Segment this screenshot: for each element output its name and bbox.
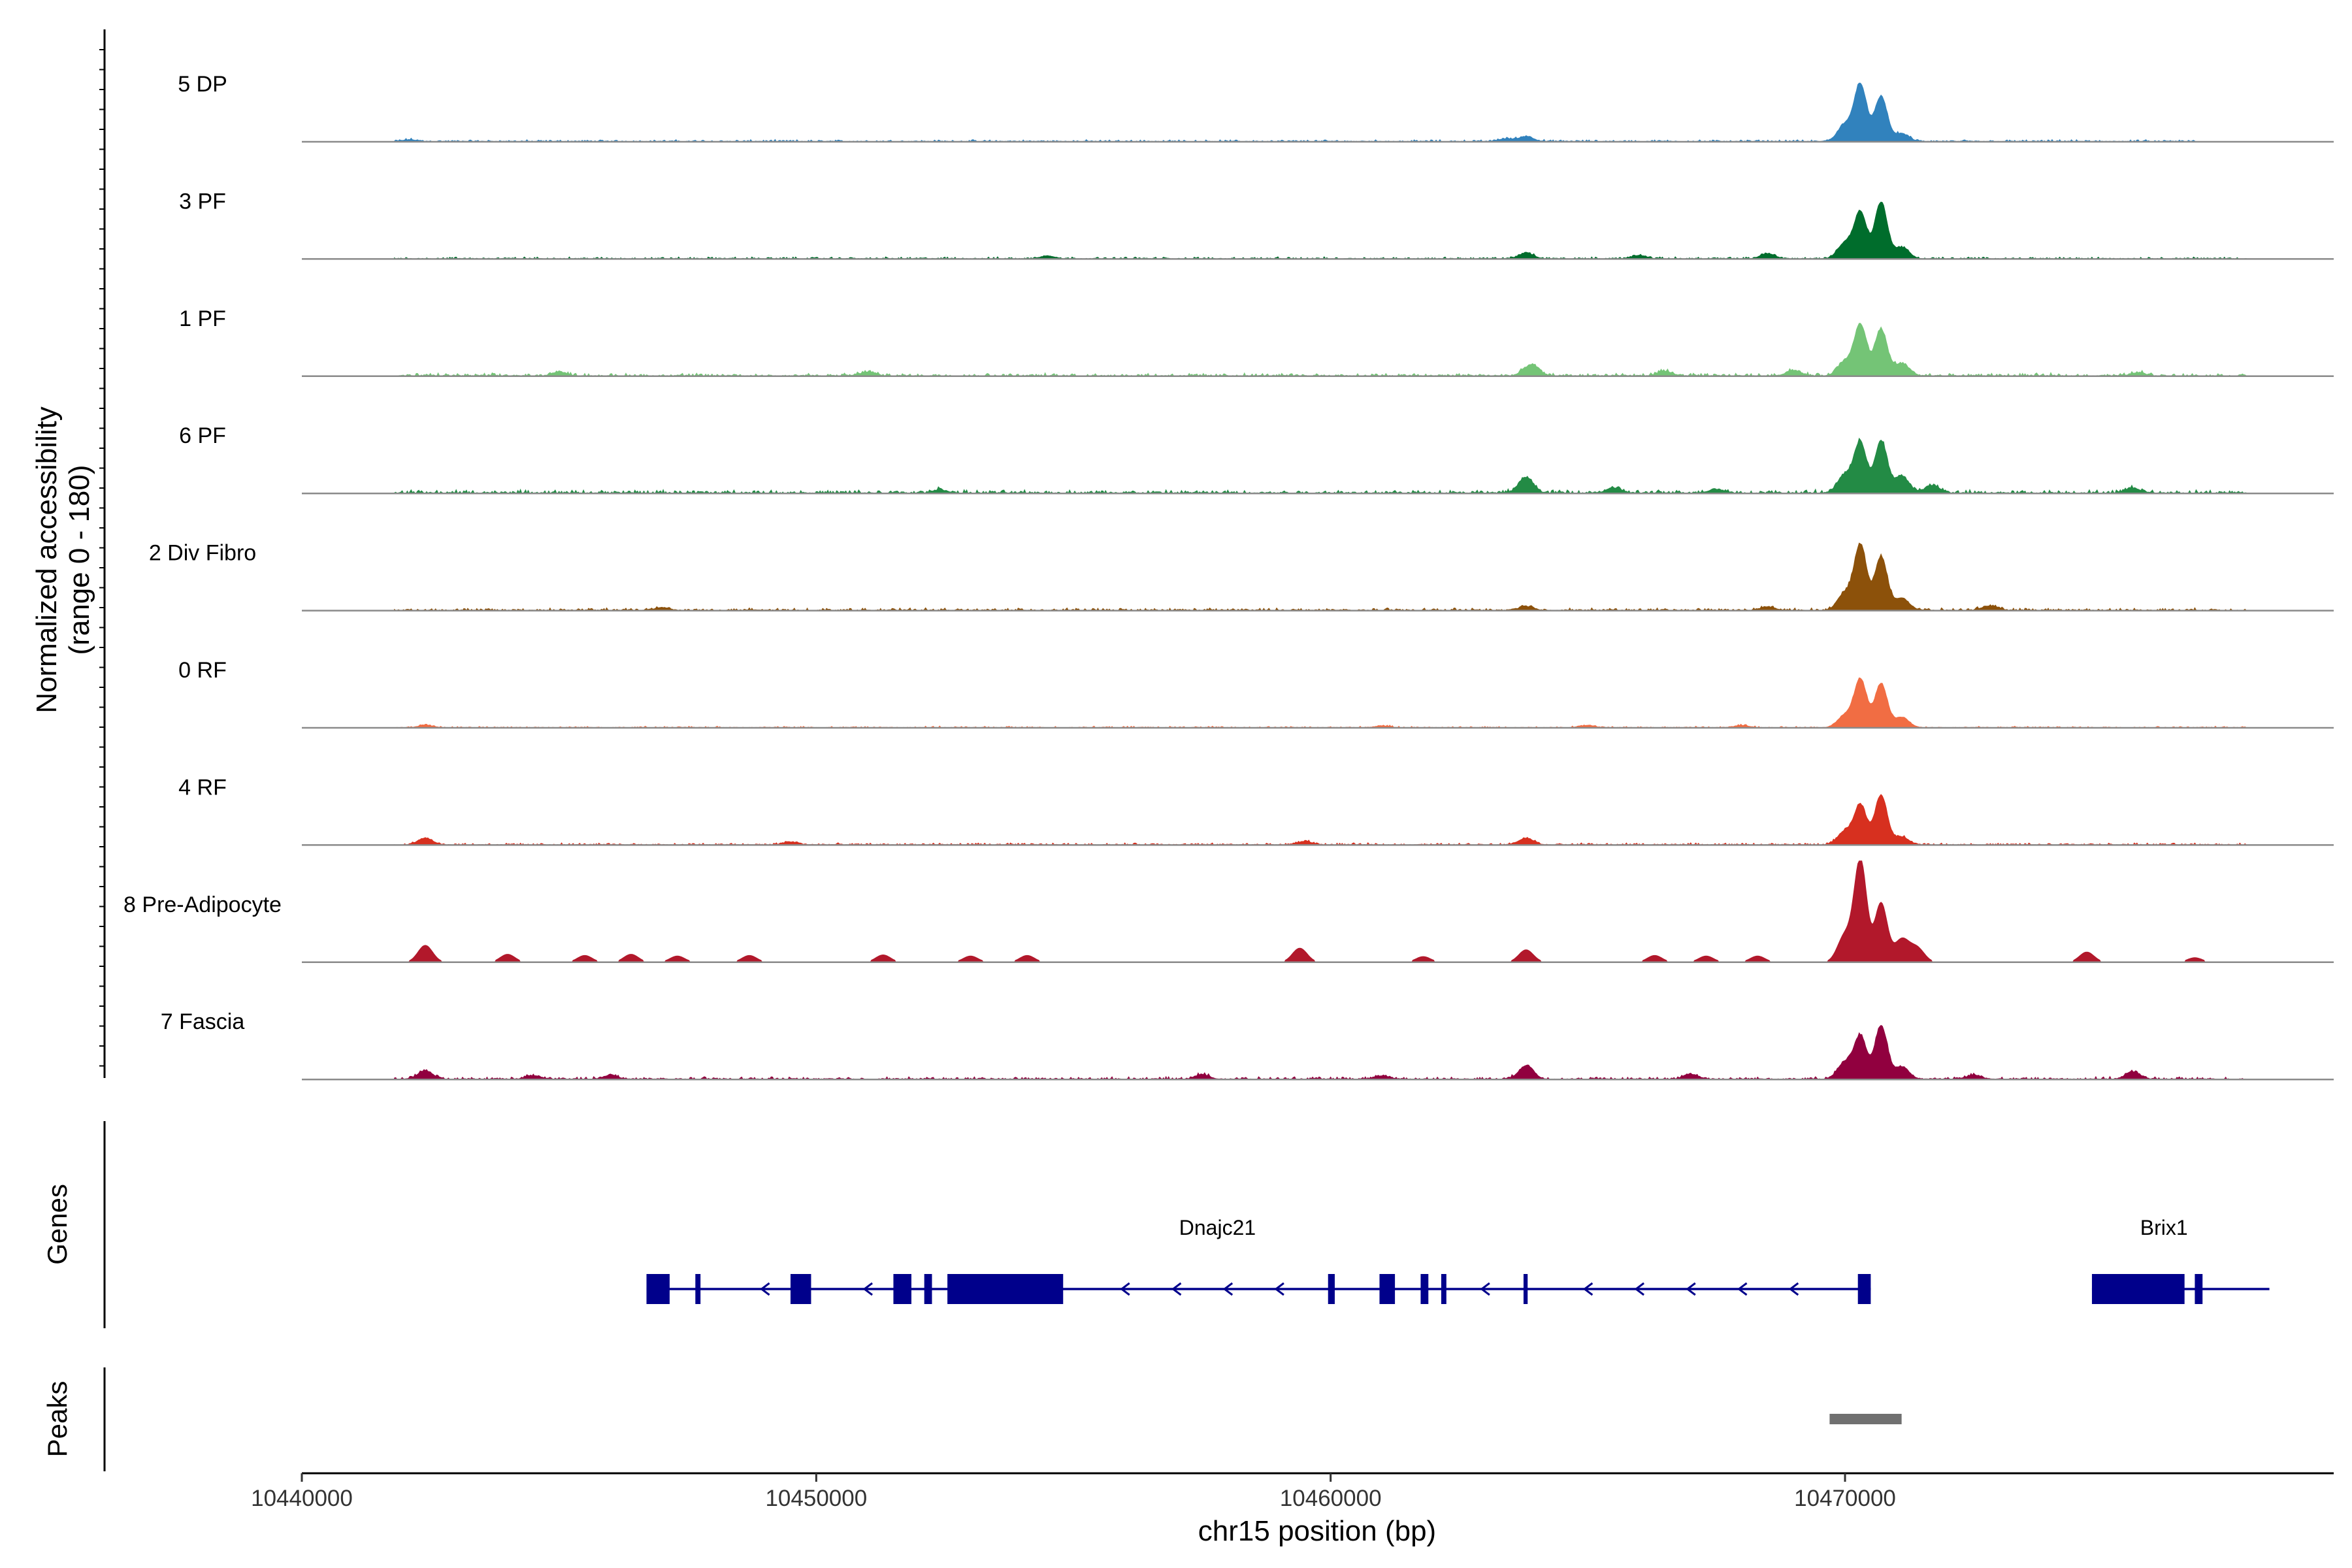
track-signal	[394, 82, 2195, 142]
gene-strand-chevron	[1120, 1282, 1130, 1296]
coverage-tracks: 5 DP 3 PF 1 PF 6 PF 2 Div Fibro 0 RF 4 RF 8 Pre…	[123, 72, 2334, 1081]
gene-name-label: Dnajc21	[1179, 1216, 1256, 1239]
peak-region	[1829, 1414, 1902, 1424]
gene-exon	[947, 1274, 1064, 1304]
track-label: 8 Pre-Adipocyte	[123, 892, 282, 917]
gene-strand-chevron	[1480, 1282, 1490, 1296]
track-label: 1 PF	[179, 306, 226, 331]
track-5-dp: 5 DP	[178, 72, 2334, 143]
track-signal	[394, 542, 2247, 612]
track-signal	[394, 794, 2247, 846]
gene-exon	[893, 1274, 911, 1304]
y-axis-title: Normalized accessibility	[31, 406, 63, 713]
track-8-pre-adipocyte: 8 Pre-Adipocyte	[123, 860, 2334, 964]
gene-dnajc21: Dnajc21	[646, 1216, 1871, 1304]
gene-strand-chevron	[760, 1282, 770, 1296]
track-7-fascia: 7 Fascia	[161, 1009, 2334, 1081]
peaks-track	[1829, 1414, 1902, 1424]
gene-exon	[924, 1274, 932, 1304]
gene-strand-chevron	[1274, 1282, 1284, 1296]
track-2-div-fibro: 2 Div Fibro	[149, 541, 2334, 612]
gene-exon	[1523, 1274, 1528, 1304]
gene-exon	[2091, 1274, 2185, 1304]
x-axis-tick-label: 10450000	[765, 1486, 867, 1511]
x-axis-title: chr15 position (bp)	[1198, 1515, 1436, 1547]
gene-exon	[1420, 1274, 1429, 1304]
track-signal	[394, 437, 2247, 495]
gene-exon	[790, 1274, 811, 1304]
gene-strand-chevron	[1171, 1282, 1182, 1296]
track-label: 0 RF	[178, 658, 227, 683]
gene-exon	[1328, 1274, 1335, 1304]
coverage-y-ticks	[99, 49, 105, 1067]
track-label: 5 DP	[178, 72, 227, 97]
track-0-rf: 0 RF	[178, 658, 2334, 729]
gene-strand-chevron	[1788, 1282, 1799, 1296]
gene-exon	[695, 1274, 701, 1304]
gene-exon	[1857, 1274, 1871, 1304]
y-axis-range: (range 0 - 180)	[63, 465, 95, 655]
gene-exon	[2195, 1274, 2203, 1304]
gene-strand-chevron	[1634, 1282, 1644, 1296]
track-label: 2 Div Fibro	[149, 541, 256, 566]
gene-brix1: Brix1	[2091, 1216, 2270, 1304]
gene-strand-chevron	[862, 1282, 873, 1296]
track-label: 7 Fascia	[161, 1009, 245, 1034]
peaks-panel-title: Peaks	[42, 1381, 73, 1458]
track-4-rf: 4 RF	[178, 775, 2334, 846]
gene-strand-chevron	[1737, 1282, 1748, 1296]
gene-exon	[1379, 1274, 1396, 1304]
genes-panel-title: Genes	[42, 1184, 73, 1265]
track-signal	[394, 323, 2247, 378]
gene-exon	[1441, 1274, 1446, 1304]
x-axis-tick-label: 10470000	[1794, 1486, 1896, 1511]
track-signal	[394, 201, 2247, 260]
track-signal	[394, 860, 2247, 963]
track-label: 4 RF	[178, 775, 227, 800]
gene-exon	[646, 1274, 670, 1304]
track-signal	[394, 1024, 2247, 1081]
gene-strand-chevron	[1686, 1282, 1696, 1296]
x-axis-ticks: 10440000 10450000 10460000 10470000	[251, 1473, 1896, 1511]
track-label: 6 PF	[179, 423, 226, 448]
gene-strand-chevron	[1222, 1282, 1233, 1296]
x-axis-tick-label: 10440000	[251, 1486, 353, 1511]
track-label: 3 PF	[179, 189, 226, 214]
gene-annotation-track: Dnajc21 Brix1	[646, 1216, 2270, 1304]
x-axis-tick-label: 10460000	[1280, 1486, 1382, 1511]
track-3-pf: 3 PF	[179, 189, 2334, 260]
track-1-pf: 1 PF	[179, 306, 2334, 378]
gene-strand-chevron	[1582, 1282, 1593, 1296]
track-6-pf: 6 PF	[179, 423, 2334, 495]
gene-name-label: Brix1	[2140, 1216, 2188, 1239]
track-signal	[394, 677, 2247, 728]
